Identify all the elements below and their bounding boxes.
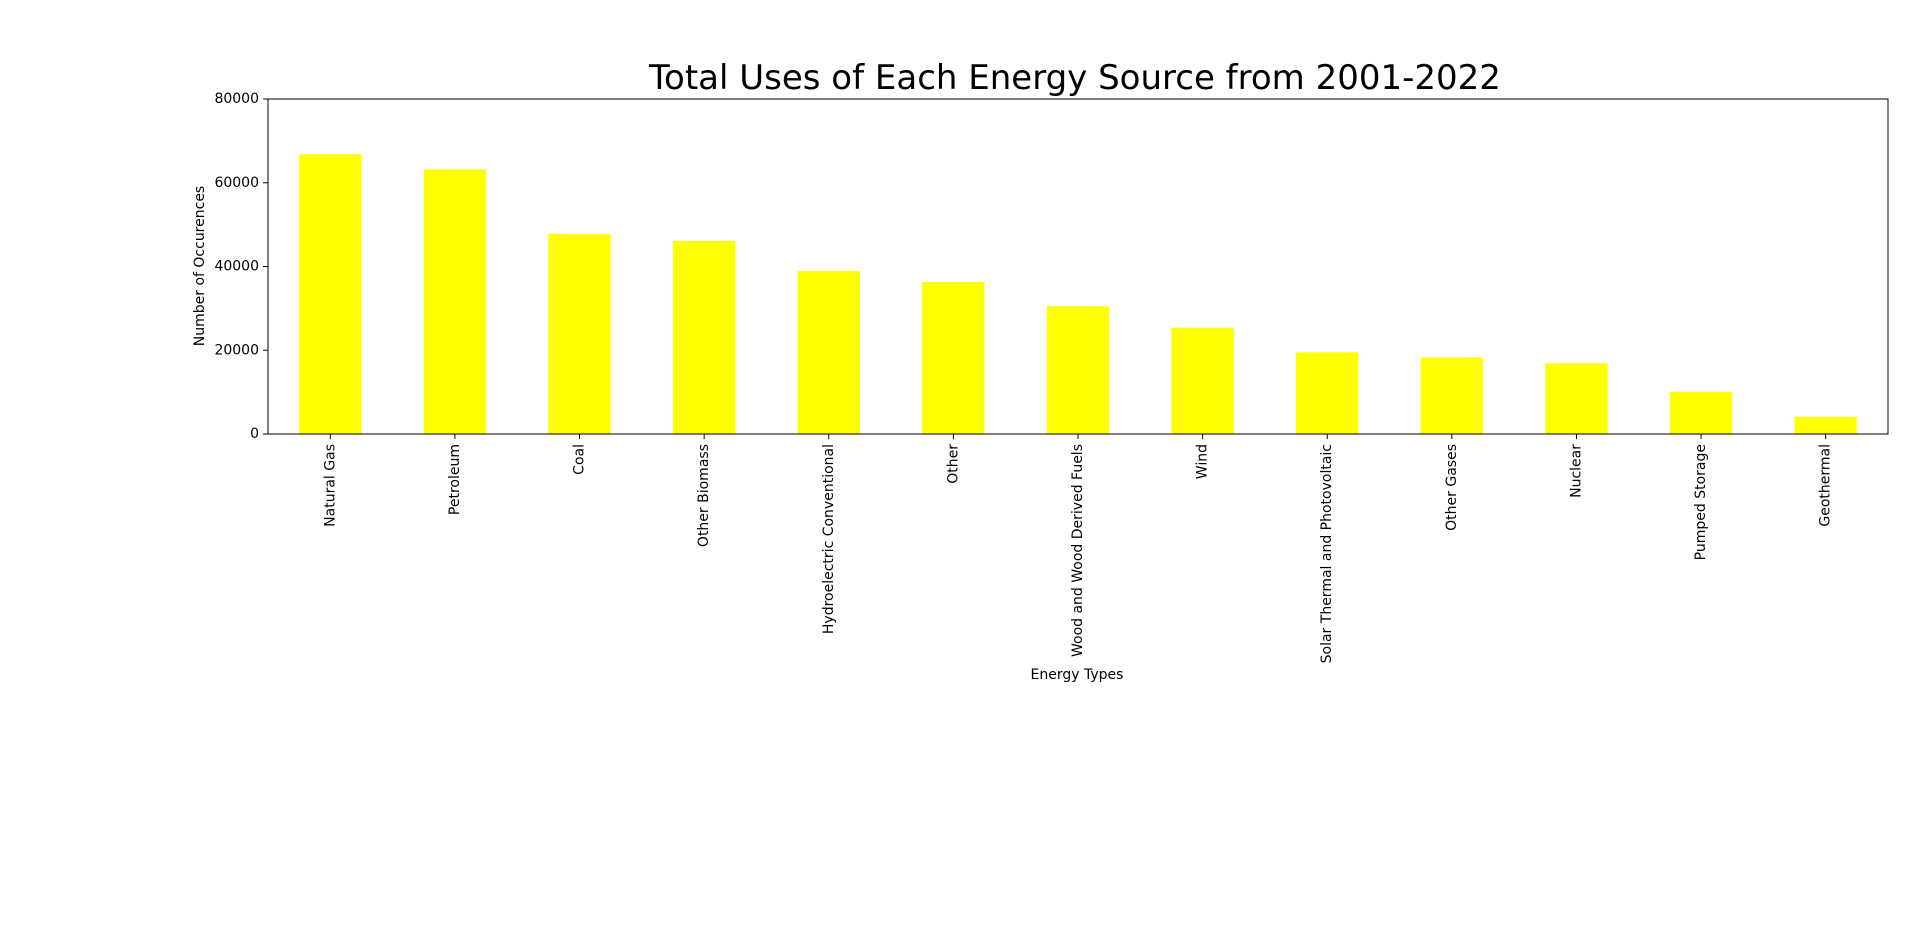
x-tick-label-5: Other [945,444,961,484]
y-axis-label: Number of Occurences [192,186,208,346]
bar-9 [1420,357,1483,434]
bar-12 [1794,416,1857,434]
bar-2 [548,233,611,434]
x-tick-label-11: Pumped Storage [1693,444,1709,560]
x-tick-label-12: Geothermal [1818,444,1834,527]
x-tick-label-1: Petroleum [447,444,463,515]
bar-6 [1046,306,1110,434]
x-tick-label-4: Hydroelectric Conventional [821,444,837,634]
x-tick-label-7: Wind [1195,444,1211,479]
bar-4 [797,271,860,434]
bar-5 [922,281,985,434]
chart-title: Total Uses of Each Energy Source from 20… [648,58,1501,98]
bar-0 [299,154,362,434]
x-tick-label-3: Other Biomass [696,444,712,547]
x-axis: Natural Gas Petroleum Coal Other Biomass Hyd… [322,434,1834,663]
x-tick-label-9: Other Gases [1444,444,1460,531]
x-tick-label-8: Solar Thermal and Photovoltaic [1319,444,1335,663]
x-tick-label-10: Nuclear [1568,444,1584,498]
y-tick-label-3: 60000 [214,175,259,191]
bar-1 [423,169,487,434]
bar-3 [673,240,736,434]
y-tick-label-1: 20000 [214,342,259,358]
y-axis: 0 20000 40000 60000 80000 [214,91,268,442]
x-axis-label: Energy Types [1031,667,1124,683]
x-tick-label-2: Coal [572,444,588,475]
x-tick-label-0: Natural Gas [322,444,338,527]
bar-10 [1545,363,1608,434]
x-tick-label-6: Wood and Wood Derived Fuels [1070,444,1086,657]
y-tick-label-4: 80000 [214,91,259,107]
bar-7 [1171,327,1234,434]
bars [299,154,1857,434]
bar-8 [1296,352,1359,434]
y-tick-label-2: 40000 [214,259,259,275]
y-tick-label-0: 0 [250,426,259,442]
bar-11 [1669,391,1733,434]
